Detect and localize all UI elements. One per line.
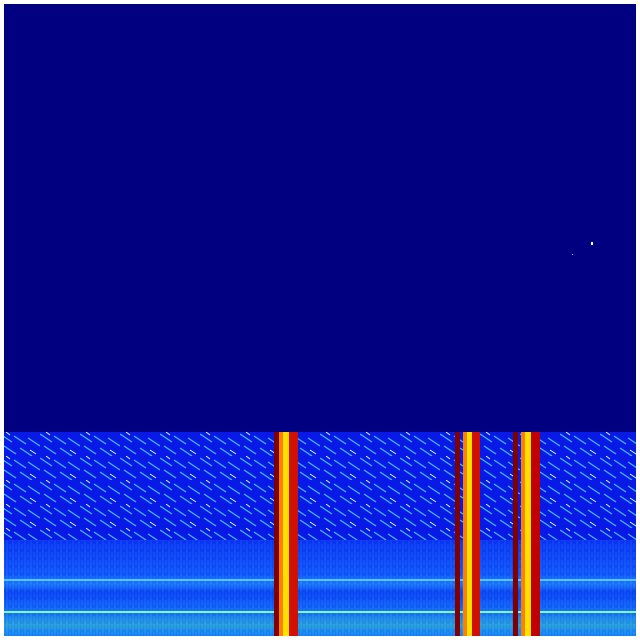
stripe-group [274, 432, 540, 636]
stripe [274, 432, 279, 636]
stripe [531, 432, 540, 636]
stripe [521, 432, 525, 636]
low-noise [4, 540, 636, 636]
stripe [472, 432, 480, 636]
stripe [525, 432, 531, 636]
stripe [513, 432, 518, 636]
stripe [283, 432, 289, 636]
stripe [463, 432, 467, 636]
speck [572, 254, 573, 255]
stripe [289, 432, 298, 636]
streak-band [4, 432, 636, 540]
stripe [455, 432, 460, 636]
speck [591, 242, 593, 245]
stripe [279, 432, 283, 636]
stripe [467, 432, 472, 636]
